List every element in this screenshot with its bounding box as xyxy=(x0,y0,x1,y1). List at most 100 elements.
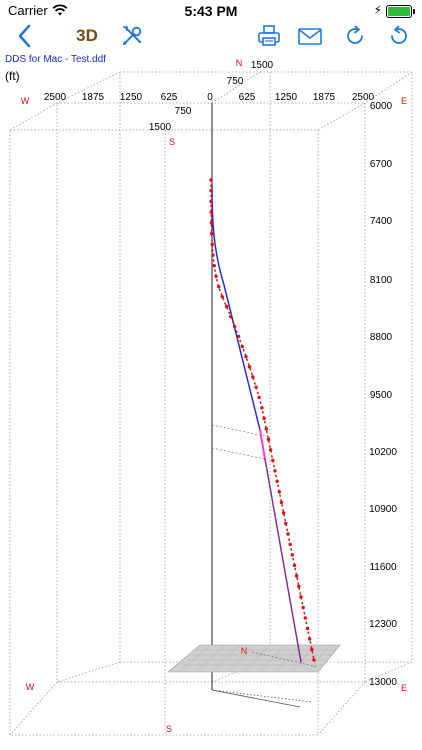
carrier-label: Carrier xyxy=(8,3,48,18)
survey-station xyxy=(305,626,310,631)
survey-station xyxy=(228,314,233,319)
survey-station xyxy=(281,511,286,515)
survey-station xyxy=(310,647,314,652)
survey-station xyxy=(260,406,264,410)
survey-station xyxy=(288,542,292,547)
bounding-box xyxy=(9,71,413,736)
survey-station xyxy=(251,375,255,379)
well-3d-plot[interactable]: 2500 1875 1250 625 0 625 1250 1875 2500 … xyxy=(0,52,422,750)
survey-station xyxy=(257,395,261,400)
planned-well-path xyxy=(211,184,302,663)
ew-tick: 2500 xyxy=(352,92,375,103)
toolbar: 3D xyxy=(0,22,422,52)
ew-tick: 625 xyxy=(239,92,256,103)
ew-tick: 0 xyxy=(207,92,213,103)
depth-tick: 7400 xyxy=(370,216,393,227)
survey-station xyxy=(268,448,273,452)
west-label-bottom: W xyxy=(26,682,35,692)
survey-station xyxy=(312,658,316,662)
survey-station xyxy=(220,295,225,299)
envelope-icon xyxy=(298,28,322,45)
east-label-bottom: E xyxy=(401,683,407,693)
depth-scale: 6000 6700 7400 8100 8800 9500 10200 1090… xyxy=(369,101,397,688)
survey-station xyxy=(307,637,312,641)
survey-station xyxy=(262,416,266,421)
ns-tick: 1500 xyxy=(149,122,172,133)
compass-labels: N S W E N S W E xyxy=(21,58,407,734)
clock: 5:43 PM xyxy=(184,3,238,19)
target-plane xyxy=(167,644,341,673)
ew-tick: 1250 xyxy=(120,92,143,103)
survey-station xyxy=(212,264,216,268)
settings-button[interactable] xyxy=(116,22,148,50)
north-label: N xyxy=(236,58,243,68)
depth-tick: 8100 xyxy=(370,275,393,286)
survey-station xyxy=(211,253,215,257)
chevron-left-icon xyxy=(18,24,31,48)
survey-station xyxy=(264,427,268,431)
south-label-bottom: S xyxy=(166,724,172,734)
west-label: W xyxy=(21,96,30,106)
survey-station xyxy=(292,563,297,568)
survey-station xyxy=(236,334,241,339)
survey-station xyxy=(244,354,248,359)
tools-icon xyxy=(123,26,142,45)
depth-tick: 11600 xyxy=(369,562,397,573)
east-label: E xyxy=(401,96,407,106)
depth-tick: 6700 xyxy=(370,159,393,170)
north-label-bottom: N xyxy=(241,646,248,656)
depth-tick: 6000 xyxy=(370,101,393,112)
status-bar: Carrier 5:43 PM ⚡ xyxy=(0,0,422,22)
south-label: S xyxy=(169,137,175,147)
survey-station xyxy=(290,553,295,557)
depth-tick: 12300 xyxy=(369,619,397,630)
rotate-counterclockwise-button[interactable] xyxy=(384,22,414,50)
wifi-icon xyxy=(52,4,68,16)
survey-station xyxy=(247,365,252,369)
survey-station xyxy=(254,385,258,389)
view-mode-button[interactable]: 3D xyxy=(76,26,98,45)
unit-label: (ft) xyxy=(5,69,20,83)
ew-scale: 2500 1875 1250 625 0 625 1250 1875 2500 xyxy=(44,92,375,103)
print-button[interactable] xyxy=(254,22,284,50)
ew-tick: 2500 xyxy=(44,92,67,103)
survey-station xyxy=(284,521,288,526)
survey-station xyxy=(214,274,218,278)
survey-station xyxy=(216,284,221,289)
survey-station xyxy=(297,584,301,589)
survey-station xyxy=(303,616,308,620)
depth-tick: 10900 xyxy=(369,504,397,515)
survey-station xyxy=(299,595,303,599)
survey-station xyxy=(273,469,277,473)
survey-station xyxy=(286,532,290,536)
survey-station xyxy=(232,324,237,329)
survey-station xyxy=(224,304,229,309)
survey-station xyxy=(209,199,213,204)
back-button[interactable] xyxy=(8,22,42,50)
survey-station xyxy=(277,490,282,494)
survey-station xyxy=(301,605,305,610)
depth-tick: 10200 xyxy=(369,447,397,458)
ew-tick: 1875 xyxy=(82,92,105,103)
survey-station xyxy=(294,574,299,578)
survey-station xyxy=(279,500,284,505)
charging-icon: ⚡ xyxy=(373,3,382,17)
file-name: DDS for Mac - Test.ddf xyxy=(5,54,106,65)
rotate-counterclockwise-icon xyxy=(391,25,407,44)
rotate-clockwise-button[interactable] xyxy=(340,22,370,50)
depth-tick: 8800 xyxy=(370,332,393,343)
ns-scale: 1500 750 750 1500 xyxy=(149,60,274,133)
ew-tick: 1250 xyxy=(275,92,298,103)
depth-tick: 9500 xyxy=(370,390,393,401)
ns-tick: 750 xyxy=(227,76,244,87)
survey-station xyxy=(209,178,213,182)
depth-tick: 13000 xyxy=(369,677,397,688)
ew-tick: 625 xyxy=(161,92,178,103)
survey-path xyxy=(209,178,316,662)
survey-station xyxy=(209,210,213,214)
survey-station xyxy=(209,221,214,225)
battery-icon xyxy=(386,5,415,18)
plane-slices xyxy=(211,424,266,460)
mail-button[interactable] xyxy=(294,22,326,50)
survey-station xyxy=(275,479,279,484)
